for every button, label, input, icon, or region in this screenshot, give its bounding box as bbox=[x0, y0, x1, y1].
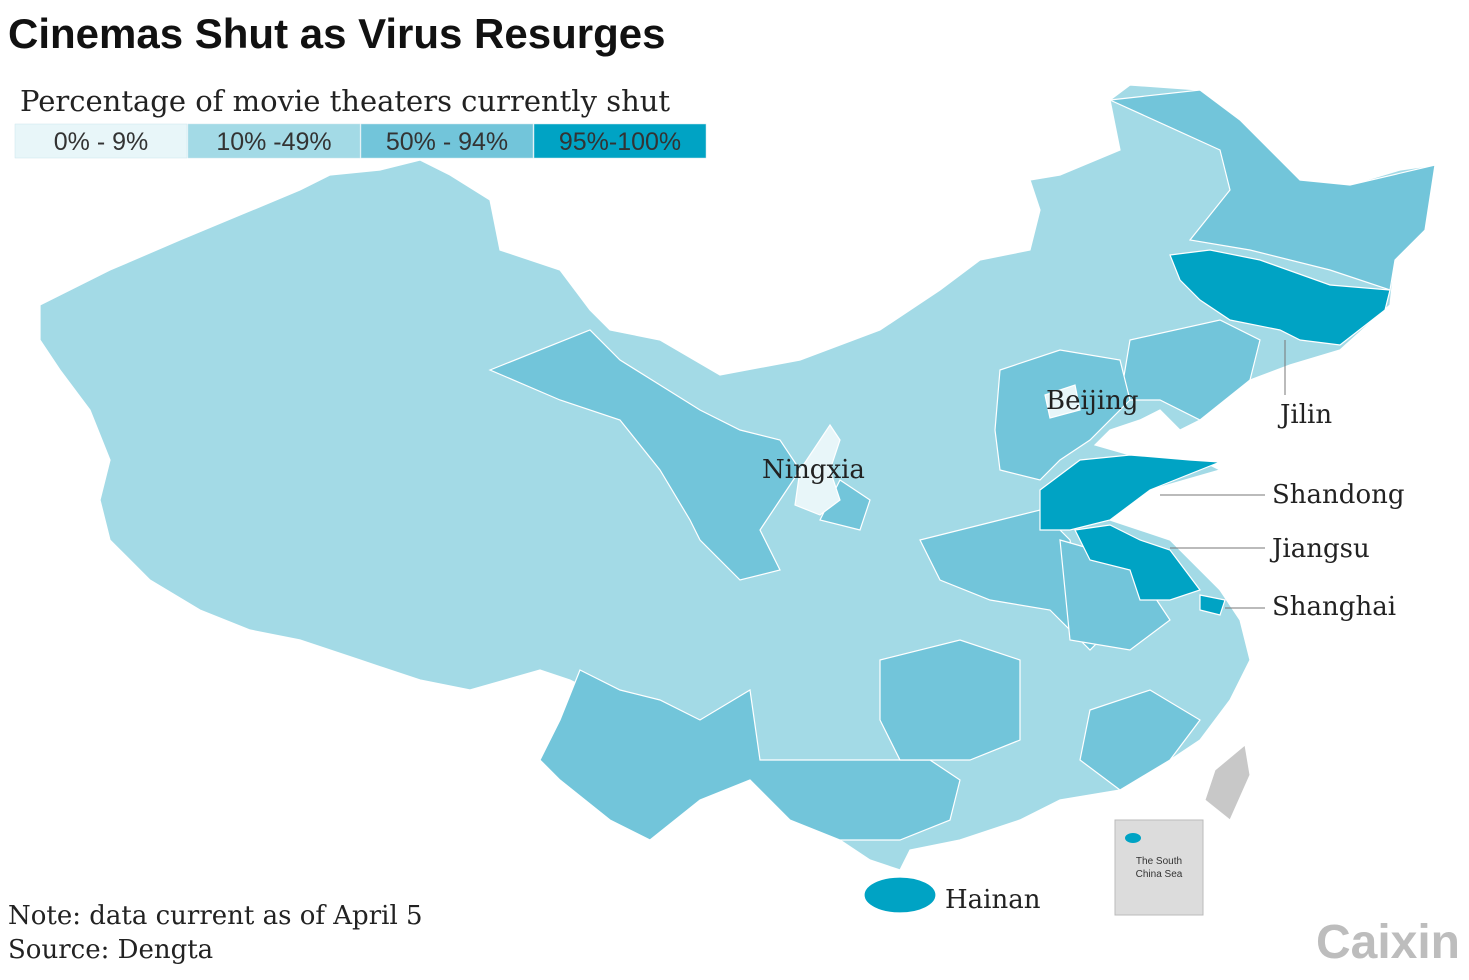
region-label: Beijing bbox=[1046, 386, 1139, 416]
leader-lines bbox=[1160, 340, 1286, 609]
legend-swatch bbox=[533, 123, 707, 159]
note: Note: data current as of April 5 bbox=[8, 901, 423, 931]
china-map bbox=[39, 84, 1436, 914]
legend-label: 10% -49% bbox=[216, 128, 331, 156]
legend-swatch bbox=[360, 123, 534, 159]
region bbox=[1074, 524, 1201, 601]
legend: 0% - 9% 10% -49% 50% - 94% 95%-100% bbox=[14, 123, 707, 159]
taiwan bbox=[1204, 744, 1251, 821]
region bbox=[1039, 454, 1221, 531]
region-label: Shanghai bbox=[1272, 592, 1396, 622]
legend-label: 0% - 9% bbox=[54, 128, 148, 156]
region-label: Ningxia bbox=[762, 455, 865, 485]
title: Cinemas Shut as Virus Resurges bbox=[8, 10, 665, 57]
inset-label: The South China Sea bbox=[1135, 856, 1183, 880]
source: Source: Dengta bbox=[8, 935, 213, 965]
region bbox=[863, 876, 937, 914]
legend-label: 50% - 94% bbox=[386, 128, 508, 156]
legend-label: 95%-100% bbox=[559, 128, 681, 156]
legend-swatch bbox=[187, 123, 361, 159]
region-label: Shandong bbox=[1272, 480, 1405, 510]
region bbox=[879, 639, 1021, 761]
inset: The South China Sea bbox=[1135, 856, 1183, 880]
legend-swatch bbox=[14, 123, 188, 159]
region bbox=[1107, 89, 1436, 291]
region bbox=[488, 329, 801, 581]
legend-title: Percentage of movie theaters currently s… bbox=[20, 84, 670, 118]
region bbox=[1079, 689, 1201, 791]
region bbox=[539, 669, 961, 841]
region bbox=[1044, 384, 1081, 419]
inset-island bbox=[1125, 833, 1141, 843]
logo: Caixin bbox=[1316, 916, 1460, 969]
region-label: Jilin bbox=[1277, 400, 1332, 430]
region bbox=[1199, 594, 1226, 616]
region-label: Hainan bbox=[945, 885, 1041, 915]
region bbox=[794, 423, 841, 516]
region-label: Jiangsu bbox=[1269, 534, 1370, 564]
region bbox=[1169, 249, 1391, 346]
